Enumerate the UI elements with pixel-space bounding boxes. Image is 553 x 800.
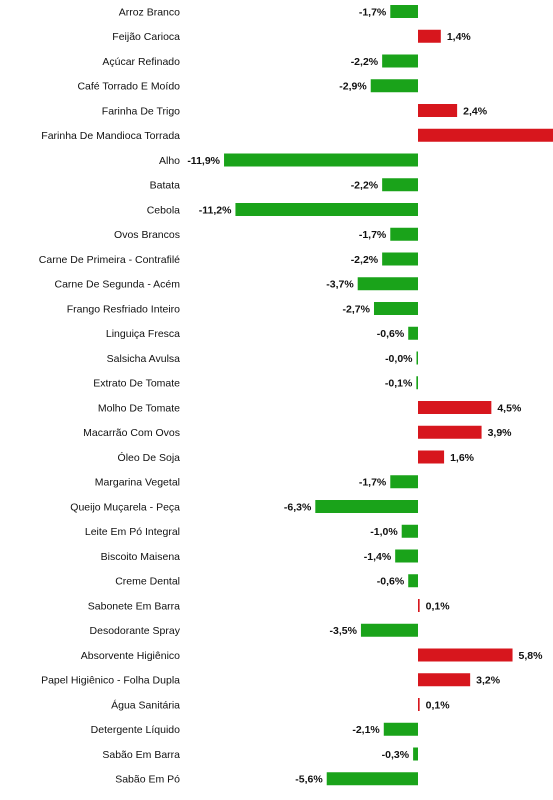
value-label: -0,0% (385, 353, 413, 365)
category-label: Café Torrado E Moído (77, 81, 180, 93)
category-label: Batata (150, 180, 181, 192)
value-label: 5,8% (519, 650, 544, 662)
value-label: -6,3% (284, 501, 312, 513)
value-label: 3,9% (488, 427, 513, 439)
bar (390, 475, 418, 489)
bar (418, 673, 471, 687)
category-label: Farinha De Trigo (102, 105, 180, 117)
category-label: Arroz Branco (119, 6, 180, 18)
value-label: -2,2% (351, 180, 379, 192)
category-label: Detergente Líquido (91, 724, 180, 736)
value-label: 4,5% (497, 402, 522, 414)
bar (418, 29, 441, 43)
value-label: -3,7% (326, 279, 354, 291)
category-label: Farinha De Mandioca Torrada (41, 130, 180, 142)
bar (413, 747, 418, 761)
value-label: -3,5% (330, 625, 358, 637)
bar (390, 5, 418, 18)
value-label: -1,4% (364, 551, 392, 563)
value-label: -1,7% (359, 229, 387, 241)
bar (326, 772, 418, 786)
value-label: -1,7% (359, 6, 387, 18)
bar (235, 203, 418, 216)
category-label: Sabão Em Barra (102, 749, 180, 761)
category-label: Açúcar Refinado (102, 56, 180, 68)
bar (382, 252, 418, 266)
bar (357, 277, 418, 291)
bar (416, 351, 418, 365)
bar (408, 574, 418, 588)
category-label: Frango Resfriado Inteiro (67, 303, 180, 315)
bar (224, 153, 418, 167)
category-label: Papel Higiênico - Folha Dupla (41, 675, 180, 687)
bar (390, 227, 418, 241)
value-label: -0,6% (377, 328, 405, 340)
category-label: Carne De Primeira - Contrafilé (39, 254, 180, 266)
category-label: Biscoito Maisena (101, 551, 181, 563)
category-label: Queijo Muçarela - Peça (70, 501, 180, 513)
bar (401, 524, 418, 538)
category-label: Extrato De Tomate (93, 378, 180, 390)
category-label: Cebola (147, 204, 180, 216)
category-label: Óleo De Soja (118, 451, 181, 464)
value-label: 0,1% (426, 699, 451, 711)
category-label: Macarrão Com Ovos (83, 427, 180, 439)
category-label: Molho De Tomate (98, 402, 180, 414)
category-label: Salsicha Avulsa (107, 353, 181, 365)
value-label: -0,1% (385, 378, 413, 390)
bar (382, 178, 418, 192)
bar (370, 79, 418, 93)
value-label: -2,2% (351, 56, 379, 68)
category-label: Desodorante Spray (90, 625, 181, 637)
bar (418, 599, 420, 612)
category-label: Sabão Em Pó (115, 774, 180, 786)
bar (418, 698, 420, 711)
value-label: 1,6% (450, 452, 475, 464)
value-label: -2,2% (351, 254, 379, 266)
value-label: 0,1% (426, 600, 451, 612)
value-label: -1,7% (359, 477, 387, 489)
value-label: 1,4% (447, 31, 472, 43)
category-label: Leite Em Pó Integral (85, 526, 180, 538)
category-label: Alho (159, 155, 180, 167)
category-label: Água Sanitária (111, 698, 180, 711)
value-label: -0,3% (382, 749, 410, 761)
bar (382, 54, 418, 68)
value-label: -5,6% (295, 774, 323, 786)
category-label: Absorvente Higiênico (81, 650, 180, 662)
category-label: Margarina Vegetal (95, 477, 180, 489)
bar (418, 450, 445, 464)
value-label: -2,9% (339, 81, 367, 93)
category-label: Ovos Brancos (114, 229, 180, 241)
bar (418, 648, 513, 662)
bar (418, 104, 458, 117)
bar (360, 623, 418, 637)
value-label: -1,0% (370, 526, 398, 538)
value-label: -2,1% (352, 724, 380, 736)
value-label: -2,7% (343, 303, 371, 315)
value-label: 2,4% (463, 105, 488, 117)
value-label: -11,2% (199, 204, 232, 216)
bar (418, 425, 482, 439)
bar (418, 128, 553, 142)
category-label: Linguiça Fresca (106, 328, 180, 340)
category-label: Feijão Carioca (112, 31, 180, 43)
bar (408, 326, 418, 340)
bar (383, 722, 418, 736)
bar (373, 302, 418, 315)
category-label: Creme Dental (115, 576, 180, 588)
bar (416, 376, 418, 390)
value-label: -11,9% (187, 155, 220, 167)
bar (395, 549, 418, 563)
category-label: Carne De Segunda - Acém (55, 279, 181, 291)
value-label: 3,2% (476, 675, 501, 687)
bar (315, 500, 418, 513)
bar (418, 401, 492, 414)
value-label: -0,6% (377, 576, 405, 588)
category-label: Sabonete Em Barra (88, 600, 180, 612)
